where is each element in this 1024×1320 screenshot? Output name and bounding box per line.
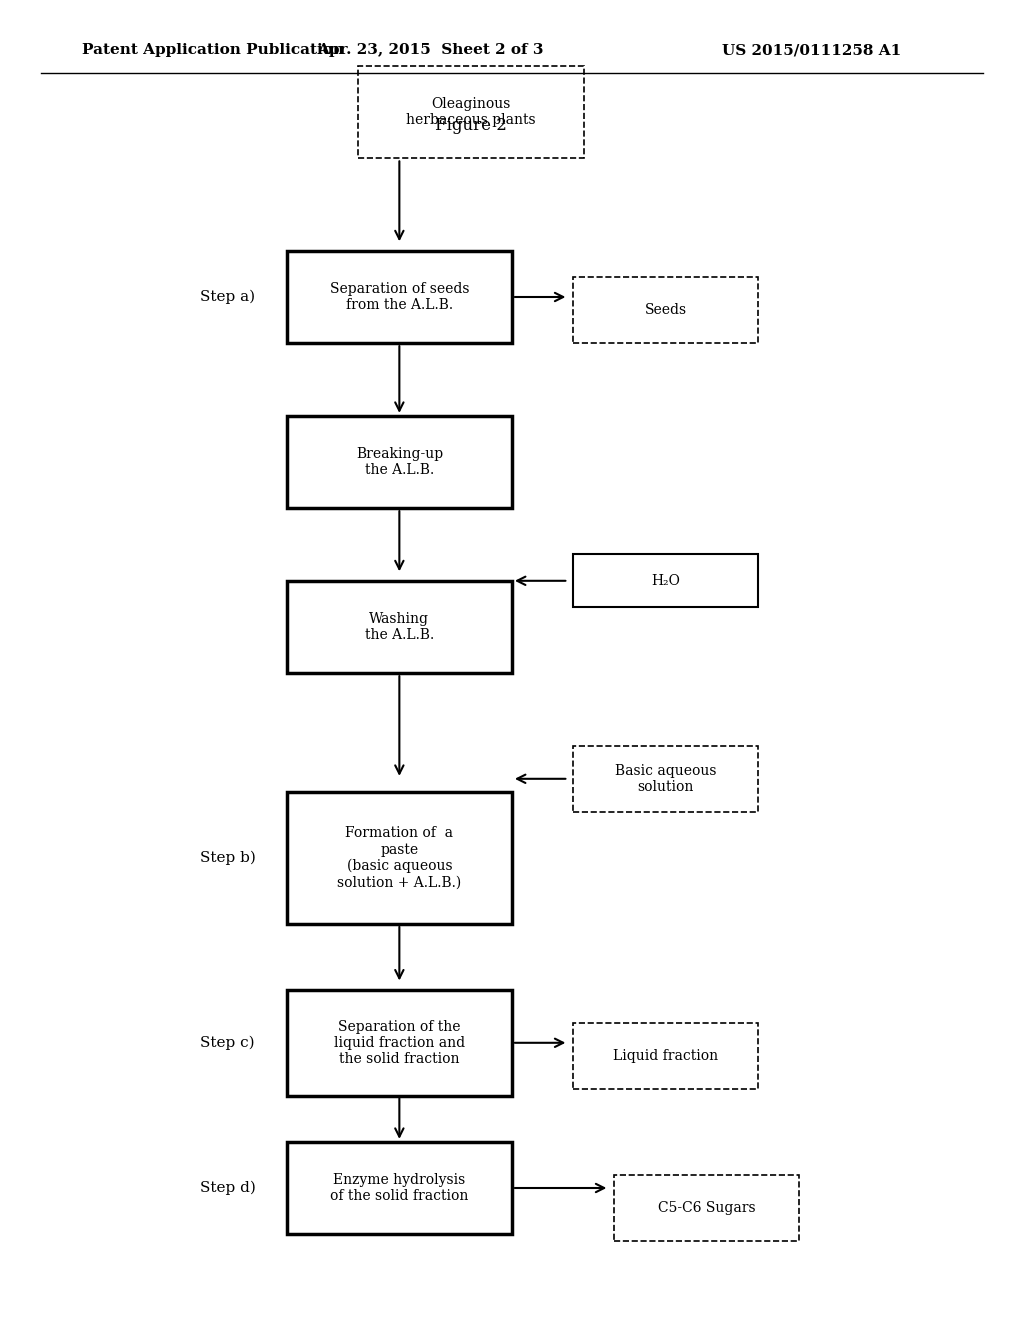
Text: H₂O: H₂O — [651, 574, 680, 587]
Text: US 2015/0111258 A1: US 2015/0111258 A1 — [722, 44, 901, 57]
Text: Enzyme hydrolysis
of the solid fraction: Enzyme hydrolysis of the solid fraction — [330, 1173, 469, 1203]
Text: Step b): Step b) — [200, 851, 256, 865]
FancyBboxPatch shape — [287, 792, 512, 924]
Text: Step a): Step a) — [200, 290, 255, 304]
Text: Step c): Step c) — [200, 1036, 254, 1049]
Text: Washing
the A.L.B.: Washing the A.L.B. — [365, 612, 434, 642]
FancyBboxPatch shape — [287, 251, 512, 343]
Text: Figure 2: Figure 2 — [435, 117, 507, 133]
Text: Step d): Step d) — [200, 1181, 256, 1195]
FancyBboxPatch shape — [287, 990, 512, 1096]
Text: Breaking-up
the A.L.B.: Breaking-up the A.L.B. — [355, 447, 443, 477]
FancyBboxPatch shape — [614, 1175, 799, 1241]
FancyBboxPatch shape — [573, 746, 758, 812]
Text: Separation of the
liquid fraction and
the solid fraction: Separation of the liquid fraction and th… — [334, 1019, 465, 1067]
FancyBboxPatch shape — [287, 581, 512, 673]
FancyBboxPatch shape — [287, 416, 512, 508]
Text: Seeds: Seeds — [644, 304, 687, 317]
FancyBboxPatch shape — [358, 66, 584, 158]
FancyBboxPatch shape — [573, 554, 758, 607]
Text: Basic aqueous
solution: Basic aqueous solution — [614, 764, 717, 793]
Text: Formation of  a
paste
(basic aqueous
solution + A.L.B.): Formation of a paste (basic aqueous solu… — [337, 826, 462, 890]
FancyBboxPatch shape — [573, 277, 758, 343]
FancyBboxPatch shape — [287, 1142, 512, 1234]
Text: Liquid fraction: Liquid fraction — [613, 1049, 718, 1063]
Text: Separation of seeds
from the A.L.B.: Separation of seeds from the A.L.B. — [330, 282, 469, 312]
Text: C5-C6 Sugars: C5-C6 Sugars — [657, 1201, 756, 1214]
Text: Oleaginous
herbaceous plants: Oleaginous herbaceous plants — [407, 98, 536, 127]
Text: Patent Application Publication: Patent Application Publication — [82, 44, 344, 57]
FancyBboxPatch shape — [573, 1023, 758, 1089]
Text: Apr. 23, 2015  Sheet 2 of 3: Apr. 23, 2015 Sheet 2 of 3 — [316, 44, 544, 57]
